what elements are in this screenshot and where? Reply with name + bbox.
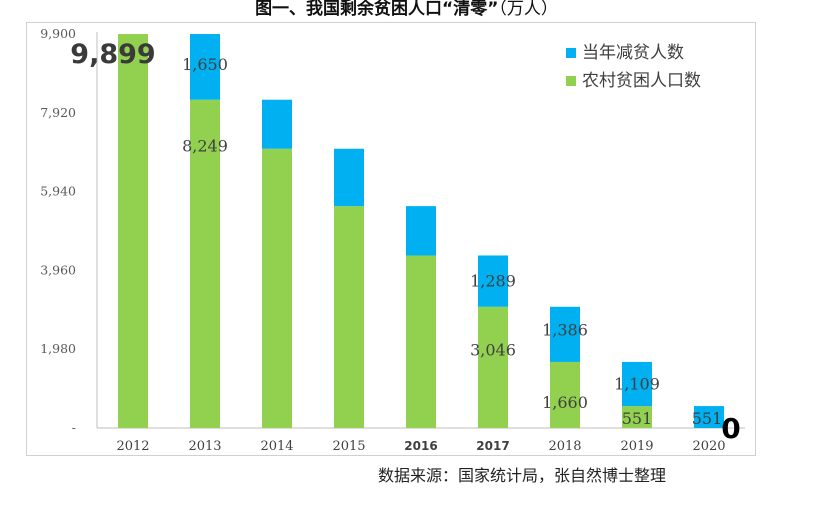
legend-swatch: [566, 76, 576, 86]
data-label: 0: [721, 412, 740, 445]
y-tick-label: 9,900: [40, 26, 76, 41]
bar-segment-2013: [190, 34, 220, 100]
x-tick-label: 2020: [692, 439, 725, 454]
bar-segment-2013: [190, 99, 220, 428]
bar-segment-2019: [622, 361, 652, 407]
chart-frame: [26, 22, 756, 456]
x-tick-label: 2015: [332, 439, 365, 454]
bar-segment-2015: [334, 148, 364, 207]
x-tick-label: 2018: [548, 439, 581, 454]
bar-segment-2019: [622, 406, 652, 428]
legend-swatch: [566, 48, 576, 58]
data-label: 551: [622, 409, 653, 428]
data-label: 1,289: [470, 271, 516, 290]
x-tick-label: 2014: [260, 439, 293, 454]
y-tick-label: 7,920: [40, 105, 76, 120]
bar-segment-2014: [262, 99, 292, 149]
y-tick-label: 3,960: [40, 262, 76, 277]
bar-segment-2015: [334, 206, 364, 428]
x-tick-label: 2019: [620, 439, 653, 454]
bar-segment-2017: [478, 255, 508, 307]
bar-segment-2017: [478, 306, 508, 428]
y-tick-label: -: [72, 420, 76, 435]
x-tick-label: 2017: [476, 439, 509, 453]
data-label: 3,046: [470, 340, 516, 359]
x-tick-label: 2013: [188, 439, 221, 454]
y-tick-label: 1,980: [40, 341, 76, 356]
bar-segment-2012: [118, 34, 148, 429]
legend-label: 农村贫困人口数: [582, 71, 701, 91]
legend-label: 当年减贫人数: [582, 43, 684, 63]
data-label: 551: [692, 409, 723, 428]
x-tick-label: 2012: [116, 439, 149, 454]
title-unit: （万人）: [498, 0, 558, 19]
bar-segment-2018: [550, 361, 580, 428]
y-tick-label: 5,940: [40, 184, 76, 199]
bar-segment-2016: [406, 255, 436, 428]
bar-segment-2020: [694, 406, 724, 428]
data-label: 1,650: [182, 55, 228, 74]
data-label: 1,660: [542, 393, 588, 412]
chart-title: 图一、我国剩余贫困人口“清零”（万人）: [0, 0, 813, 19]
bar-segment-2014: [262, 148, 292, 428]
data-label: 1,386: [542, 320, 588, 339]
data-label: 1,109: [614, 374, 660, 393]
x-tick-label: 2016: [404, 439, 437, 453]
data-label: 9,899: [70, 39, 155, 70]
source-note: 数据来源：国家统计局，张自然博士整理: [378, 466, 667, 485]
bar-segment-2016: [406, 206, 436, 256]
bar-segment-2018: [550, 306, 580, 362]
title-text: 图一、我国剩余贫困人口“清零”: [255, 0, 499, 19]
data-label: 8,249: [182, 137, 228, 156]
